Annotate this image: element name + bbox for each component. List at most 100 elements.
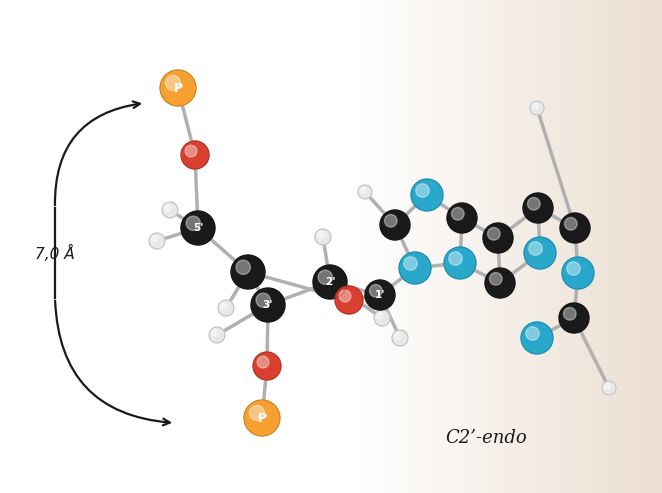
Bar (338, 0, 341, 493)
Circle shape (315, 229, 331, 245)
Circle shape (563, 308, 576, 320)
Bar (619, 0, 622, 493)
Circle shape (529, 242, 542, 255)
Bar (503, 0, 506, 493)
Bar (295, 0, 298, 493)
Bar (437, 0, 440, 493)
Circle shape (164, 205, 171, 211)
Bar (457, 0, 460, 493)
Bar (86, 0, 89, 493)
Bar (387, 0, 391, 493)
Bar (76, 0, 79, 493)
Bar (142, 0, 146, 493)
Bar (543, 0, 546, 493)
Bar (252, 0, 255, 493)
Bar (10, 0, 13, 493)
Bar (202, 0, 205, 493)
Text: 7,0 Å: 7,0 Å (35, 245, 75, 261)
Bar (516, 0, 520, 493)
Bar (374, 0, 377, 493)
Bar (298, 0, 301, 493)
Bar (642, 0, 645, 493)
Circle shape (369, 284, 382, 297)
Bar (0, 0, 3, 493)
Circle shape (567, 262, 580, 275)
Bar (166, 0, 169, 493)
Bar (453, 0, 457, 493)
Bar (417, 0, 420, 493)
Circle shape (524, 237, 556, 269)
Bar (83, 0, 86, 493)
Bar (242, 0, 245, 493)
Bar (609, 0, 612, 493)
Bar (308, 0, 311, 493)
Bar (175, 0, 179, 493)
Bar (341, 0, 344, 493)
Text: 3': 3' (263, 300, 273, 310)
Bar (483, 0, 487, 493)
Bar (20, 0, 23, 493)
Bar (275, 0, 278, 493)
Bar (228, 0, 232, 493)
Bar (53, 0, 56, 493)
Circle shape (251, 288, 285, 322)
Bar (212, 0, 215, 493)
Bar (73, 0, 76, 493)
Bar (626, 0, 629, 493)
Bar (659, 0, 662, 493)
Circle shape (256, 293, 270, 307)
Bar (17, 0, 20, 493)
Bar (46, 0, 50, 493)
Bar (106, 0, 109, 493)
Bar (477, 0, 480, 493)
Bar (301, 0, 305, 493)
Bar (218, 0, 222, 493)
Bar (427, 0, 430, 493)
Circle shape (444, 247, 476, 279)
Bar (255, 0, 258, 493)
Circle shape (521, 322, 553, 354)
Bar (463, 0, 467, 493)
Bar (139, 0, 142, 493)
Bar (364, 0, 367, 493)
Bar (7, 0, 10, 493)
Circle shape (152, 235, 158, 242)
Bar (410, 0, 414, 493)
Circle shape (186, 216, 201, 230)
Bar (645, 0, 649, 493)
Circle shape (483, 223, 513, 253)
Bar (318, 0, 321, 493)
Bar (500, 0, 503, 493)
Bar (636, 0, 639, 493)
Bar (169, 0, 172, 493)
Circle shape (166, 75, 181, 91)
Circle shape (532, 103, 538, 109)
Bar (305, 0, 308, 493)
Bar (546, 0, 549, 493)
Circle shape (313, 265, 347, 299)
Circle shape (392, 330, 408, 346)
Bar (152, 0, 156, 493)
Bar (414, 0, 417, 493)
Bar (50, 0, 53, 493)
Bar (549, 0, 553, 493)
Bar (225, 0, 228, 493)
Bar (70, 0, 73, 493)
Bar (324, 0, 328, 493)
Circle shape (360, 187, 366, 193)
Circle shape (181, 211, 215, 245)
Bar (291, 0, 295, 493)
Circle shape (374, 310, 390, 326)
Circle shape (185, 145, 197, 157)
Text: P: P (173, 81, 183, 95)
Circle shape (604, 383, 610, 389)
Circle shape (523, 193, 553, 223)
Bar (63, 0, 66, 493)
Circle shape (244, 400, 280, 436)
Bar (394, 0, 397, 493)
Bar (361, 0, 364, 493)
Bar (559, 0, 563, 493)
Bar (583, 0, 586, 493)
Bar (334, 0, 338, 493)
Bar (271, 0, 275, 493)
